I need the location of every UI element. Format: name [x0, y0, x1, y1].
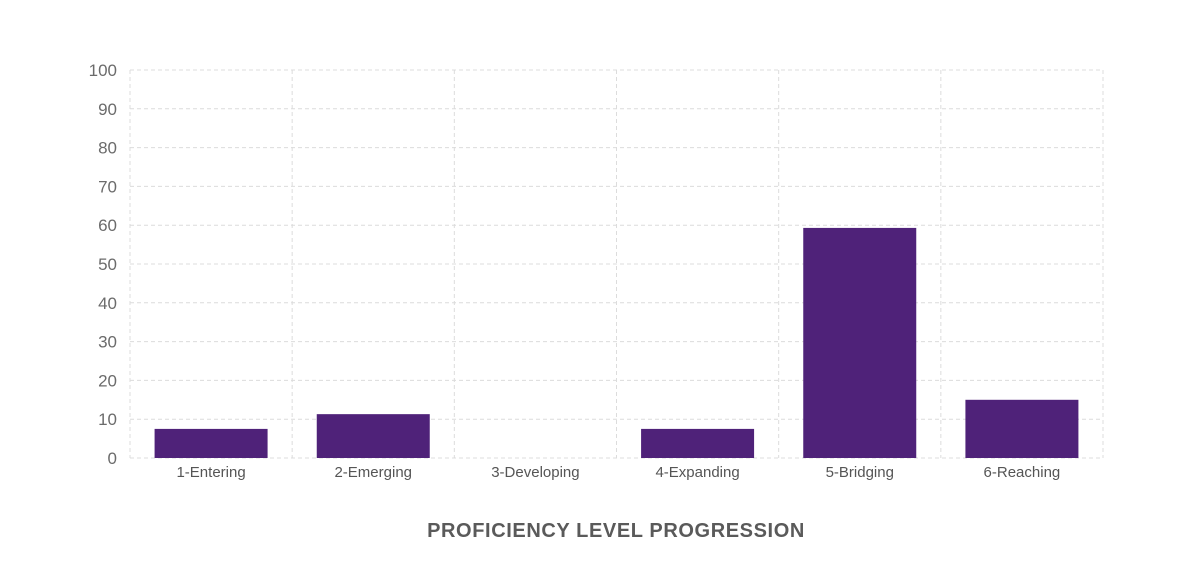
y-tick-label: 30 [98, 333, 117, 352]
x-tick-label: 6-Reaching [984, 464, 1061, 481]
grid [129, 69, 1104, 459]
x-tick-label: 1-Entering [176, 464, 245, 481]
bar [316, 414, 430, 458]
y-tick-label: 70 [98, 177, 117, 196]
x-tick-label: 5-Bridging [826, 464, 894, 481]
bar [965, 399, 1079, 458]
y-axis-ticks: 0 10 20 30 40 50 60 70 80 90 100 [89, 61, 117, 468]
x-tick-label: 3-Developing [491, 464, 579, 481]
y-tick-label: 80 [98, 139, 117, 158]
y-tick-label: 50 [98, 255, 117, 274]
x-axis-title: PROFICIENCY LEVEL PROGRESSION [427, 520, 805, 542]
y-tick-label: 20 [98, 371, 117, 390]
x-tick-label: 4-Expanding [655, 464, 739, 481]
x-tick-label: 2-Emerging [334, 464, 412, 481]
bar [154, 428, 268, 458]
x-axis-ticks: 1-Entering 2-Emerging 3-Developing 4-Expand… [176, 464, 1060, 481]
bar [641, 428, 755, 458]
y-tick-label: 40 [98, 294, 117, 313]
y-tick-label: 100 [89, 61, 117, 80]
y-tick-label: 60 [98, 216, 117, 235]
bars [154, 227, 1079, 458]
bar [803, 227, 917, 458]
y-tick-label: 0 [108, 449, 117, 468]
y-tick-label: 10 [98, 410, 117, 429]
y-tick-label: 90 [98, 100, 117, 119]
